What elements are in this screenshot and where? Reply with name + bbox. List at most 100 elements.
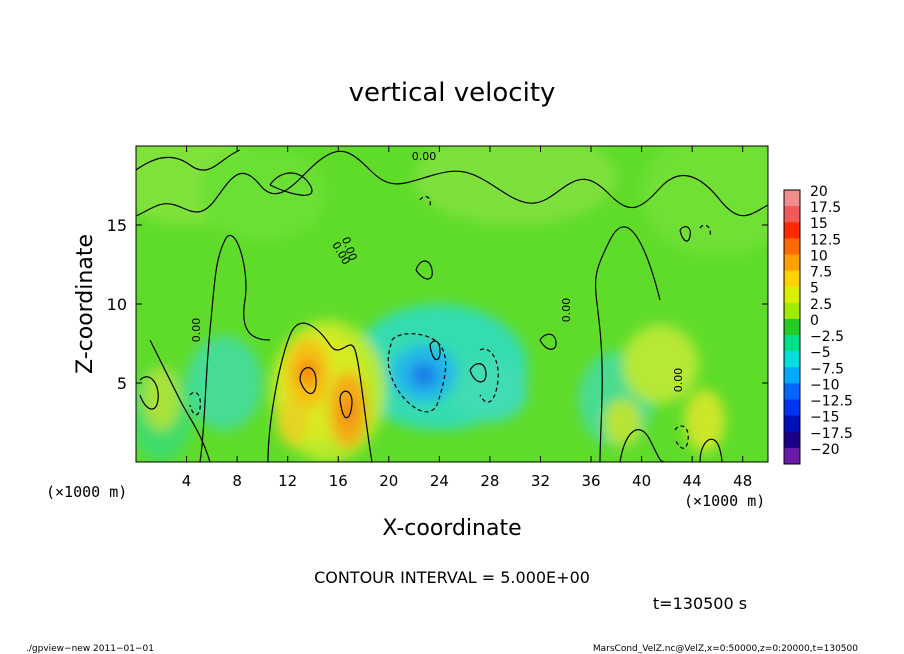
x-tick-label: 4	[182, 472, 192, 490]
colorbar-swatch	[784, 254, 800, 272]
field-blob	[277, 398, 308, 447]
colorbar-swatch	[784, 302, 800, 320]
colorbar-label: −10	[810, 377, 840, 393]
x-tick-label: 36	[581, 472, 600, 490]
colorbar-label: 0	[810, 313, 819, 329]
chart-title: vertical velocity	[349, 78, 556, 108]
colorbar-swatch	[784, 335, 800, 352]
y-axis-ticks: 5 10 15	[107, 216, 768, 393]
footer-left: ./gpview−new 2011−01−01	[26, 644, 154, 654]
colorbar-label: −17.5	[810, 426, 853, 442]
y-tick-label: 10	[107, 295, 127, 314]
contour-line-negative	[189, 391, 201, 416]
colorbar-label: 20	[810, 184, 828, 200]
contour-value-label: 0.00	[190, 318, 203, 343]
colorbar-label: −20	[810, 442, 840, 458]
colorbar-swatch	[784, 238, 800, 255]
x-tick-label: 28	[480, 472, 499, 490]
contour-line-negative	[419, 196, 431, 207]
colorbar-swatch	[784, 351, 800, 368]
contour-line	[136, 149, 241, 171]
field-blob	[684, 389, 726, 453]
field-blob	[142, 367, 181, 431]
colorbar-swatch	[784, 415, 800, 433]
x-tick-label: 40	[632, 472, 651, 490]
contour-value-label: 0.00	[412, 150, 437, 163]
field-blob	[641, 146, 768, 257]
colorbar-label: 15	[810, 216, 828, 232]
field-blob	[199, 146, 326, 241]
x-axis-label: X-coordinate	[382, 516, 521, 541]
contour-line	[429, 340, 441, 361]
colorbar-label: 12.5	[810, 232, 841, 248]
contour-line	[699, 438, 723, 462]
x-tick-label: 8	[232, 472, 242, 490]
colorbar: 2017.51512.5107.552.50−2.5−5−7.5−10−12.5…	[783, 184, 853, 465]
colorbar-swatch	[784, 447, 800, 465]
field-blob	[186, 335, 263, 431]
colorbar-label: 10	[810, 248, 828, 264]
contour-line	[595, 226, 661, 462]
x-unit-note: (×1000 m)	[684, 492, 765, 510]
colorbar-frame	[783, 189, 801, 465]
contour-line	[149, 339, 211, 462]
y-tick-label: 5	[117, 374, 127, 393]
field-blob	[410, 362, 439, 388]
x-tick-label: 20	[379, 472, 398, 490]
colorbar-swatch	[784, 190, 800, 207]
colorbar-swatch	[784, 367, 800, 384]
contour-line	[539, 333, 557, 350]
x-tick-label: 44	[683, 472, 702, 490]
field-blob	[340, 397, 356, 426]
colorbar-label: −5	[810, 345, 831, 361]
colorbar-swatch	[784, 399, 800, 417]
plot-area: 0.000.000.000.000.000.00 4 8 12 16 20 24 28 32 3…	[107, 145, 769, 490]
colorbar-swatch	[784, 270, 800, 288]
contour-value-label: 0.00	[560, 298, 573, 323]
field-blob	[414, 146, 617, 225]
contour-line	[679, 226, 691, 242]
colorbar-swatch	[784, 431, 800, 449]
contour-line-negative	[699, 224, 711, 237]
contour-lines	[136, 149, 768, 462]
colorbar-swatch	[784, 318, 800, 336]
x-tick-label: 12	[278, 472, 297, 490]
colorbar-label: −7.5	[810, 361, 844, 377]
contour-line	[199, 234, 271, 462]
colorbar-label: −2.5	[810, 329, 844, 345]
colorbar-label: 7.5	[810, 265, 832, 281]
x-tick-label: 16	[329, 472, 348, 490]
field-blob	[603, 398, 642, 447]
colorbar-label: 2.5	[810, 297, 832, 313]
x-tick-label: 32	[531, 472, 550, 490]
contour-line	[269, 172, 313, 196]
x-tick-label: 24	[430, 472, 449, 490]
x-axis-ticks: 4 8 12 16 20 24 28 32 36 40 44 48	[182, 146, 752, 490]
colorbar-swatch	[784, 222, 800, 239]
field-blob	[622, 324, 699, 404]
contour-line	[136, 150, 768, 217]
colorbar-swatch	[784, 206, 800, 223]
contour-line	[299, 367, 317, 395]
y-unit-note: (×1000 m)	[46, 483, 127, 501]
colorbar-label: −15	[810, 410, 840, 426]
colorbar-label: −12.5	[810, 394, 853, 410]
contour-line-negative	[479, 348, 499, 403]
contour-line	[619, 429, 666, 462]
colorbar-label: 5	[810, 281, 819, 297]
contour-line	[469, 363, 487, 383]
field-blob	[297, 359, 319, 385]
x-tick-label: 48	[733, 472, 752, 490]
contour-line-negative	[387, 333, 447, 413]
contour-value-label: 0.00	[672, 368, 685, 393]
contour-line	[415, 260, 433, 280]
field-blob	[452, 359, 528, 423]
contour-interval-text: CONTOUR INTERVAL = 5.000E+00	[314, 568, 590, 587]
contour-line	[267, 322, 373, 462]
velocity-field	[136, 146, 768, 462]
colorbar-label: 17.5	[810, 200, 841, 216]
y-axis-label: Z-coordinate	[73, 234, 98, 374]
y-tick-label: 15	[107, 216, 127, 235]
colorbar-swatch	[784, 286, 800, 304]
